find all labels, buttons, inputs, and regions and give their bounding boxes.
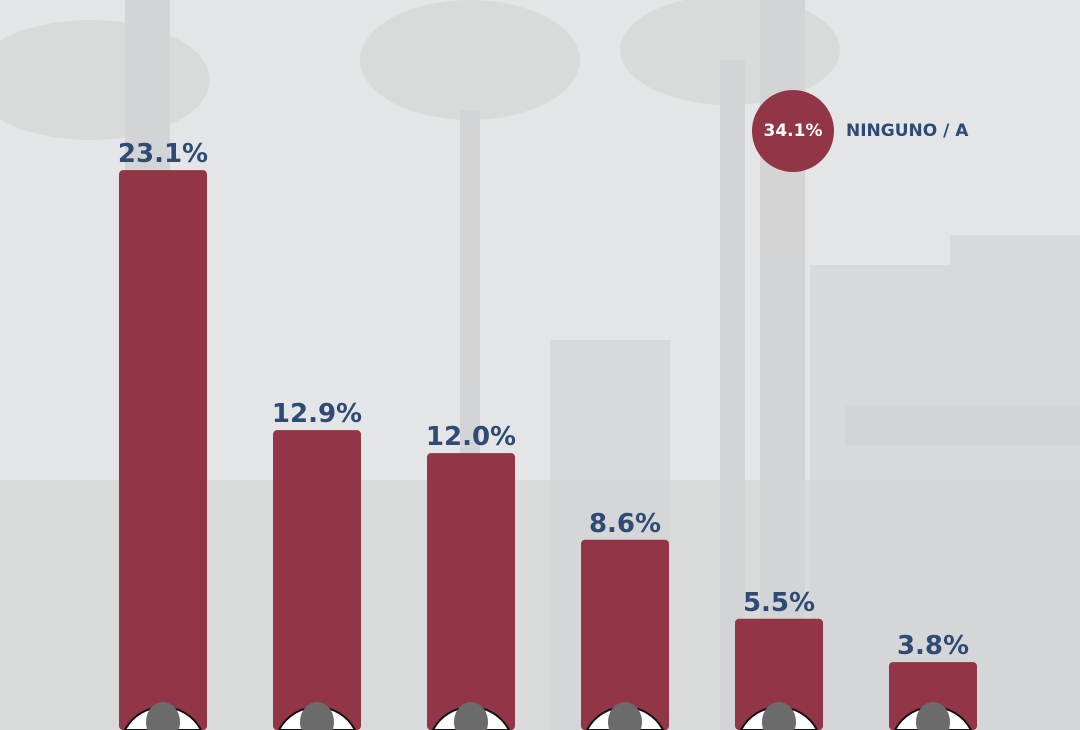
candidate-face-2 [454, 702, 489, 730]
bar-3 [581, 539, 669, 730]
candidate-face-4 [762, 701, 797, 730]
legend-label: NINGUNO / A [846, 121, 969, 141]
bar-4 [735, 618, 823, 730]
value-label-0: 23.1% [118, 139, 208, 169]
value-label-5: 3.8% [897, 631, 969, 661]
candidate-face-3 [608, 702, 642, 730]
value-label-2: 12.0% [426, 422, 516, 452]
value-label-1: 12.9% [272, 399, 362, 429]
candidate-face-0 [146, 702, 180, 730]
legend-ninguno: 34.1% NINGUNO / A [752, 90, 968, 172]
value-label-4: 5.5% [743, 588, 815, 618]
value-label-3: 8.6% [589, 509, 661, 539]
bar-0 [119, 170, 207, 730]
candidate-face-1 [300, 702, 334, 730]
legend-badge: 34.1% [752, 90, 834, 172]
bar-2 [427, 453, 515, 730]
bar-1 [273, 430, 361, 730]
candidate-face-5 [916, 701, 950, 730]
